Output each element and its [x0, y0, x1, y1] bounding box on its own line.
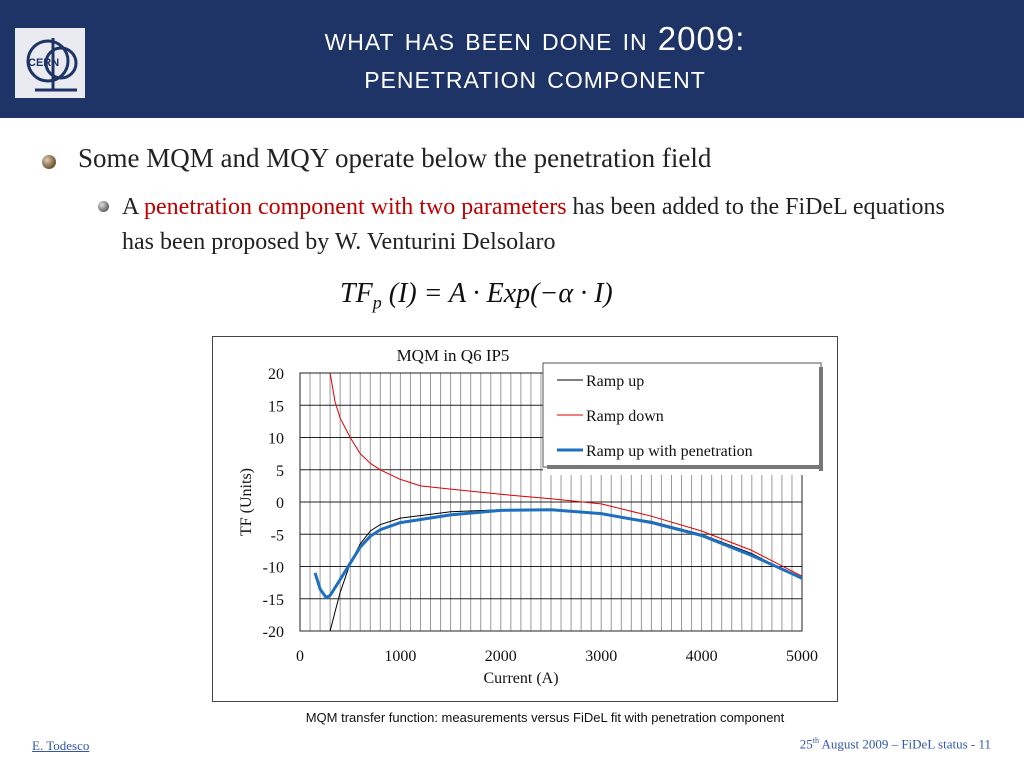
title-line-1: What has been done in 2009:	[324, 20, 746, 57]
x-tick-label: 3000	[585, 648, 617, 665]
x-tick-label: 5000	[786, 648, 818, 665]
chart-title-box	[358, 341, 548, 369]
x-tick-label: 2000	[485, 648, 517, 665]
y-tick-label: -5	[271, 527, 284, 544]
bullet-2-prefix: A	[122, 194, 145, 220]
bullet-2-suffix: has been added to the FiDeL equations ha…	[122, 194, 945, 255]
legend-label: Ramp up with penetration	[586, 443, 753, 460]
x-axis-label: Current (A)	[483, 670, 558, 687]
penetration-equation: TFp (I) = A · Exp(−α · I)	[340, 278, 700, 314]
bullet-2-text: A penetration component with two paramet…	[122, 190, 982, 260]
slide-title: What has been done in 2009: penetration …	[110, 20, 960, 96]
equation-rhs: (I) = A · Exp(−α · I)	[388, 278, 613, 309]
bullet-icon	[42, 155, 56, 169]
footer-rest: August 2009 – FiDeL status - 11	[818, 736, 991, 752]
x-tick-label: 0	[296, 648, 304, 665]
chart-frame: 20 15 10 5 0 -5 -10 -15 -20 0 1000 2000 3000 4000 5000…	[212, 336, 838, 702]
x-tick-label: 1000	[384, 648, 416, 665]
y-tick-label: 10	[268, 431, 284, 448]
y-tick-label: -20	[263, 624, 284, 641]
y-axis-label: TF (Units)	[238, 468, 255, 536]
footer-date-status: 25th August 2009 – FiDeL status - 11	[800, 736, 991, 752]
y-tick-label: 5	[276, 463, 284, 480]
equation-lhs: TF	[340, 278, 373, 309]
transfer-function-chart: 20 15 10 5 0 -5 -10 -15 -20 0 1000 2000 3000 4000 5000…	[238, 341, 823, 687]
footer-day: 25	[799, 736, 813, 752]
author-link[interactable]: E. Todesco	[32, 738, 90, 753]
bullet-2-highlight: penetration component with two parameter…	[144, 194, 567, 220]
legend-label: Ramp up	[586, 373, 644, 390]
footer-day-suffix: th	[812, 736, 819, 745]
equation-lhs-sub: p	[372, 292, 382, 313]
y-tick-label: 20	[268, 366, 284, 383]
figure-caption: MQM transfer function: measurements vers…	[305, 710, 785, 725]
legend-label: Ramp down	[586, 408, 664, 425]
y-tick-label: 15	[268, 398, 284, 415]
bullet-1-text: Some MQM and MQY operate below the penet…	[78, 143, 712, 173]
cern-logo: CERN	[15, 28, 85, 98]
sub-bullet-icon	[98, 201, 109, 212]
legend-shadow-right	[819, 367, 823, 471]
legend-box	[542, 362, 822, 468]
y-tick-label: 0	[276, 495, 284, 512]
legend-shadow-bottom	[547, 465, 823, 469]
y-tick-label: -10	[263, 560, 284, 577]
cern-logo-icon: CERN	[26, 38, 78, 92]
title-line-2: penetration component	[364, 58, 706, 95]
series-line	[313, 508, 802, 599]
chart-title: MQM in Q6 IP5	[397, 346, 510, 365]
slide-header: CERN What has been done in 2009: penetra…	[0, 0, 1024, 118]
logo-text: CERN	[28, 57, 59, 69]
y-tick-label: -15	[263, 592, 284, 609]
x-tick-label: 4000	[686, 648, 718, 665]
series-line	[329, 372, 802, 577]
